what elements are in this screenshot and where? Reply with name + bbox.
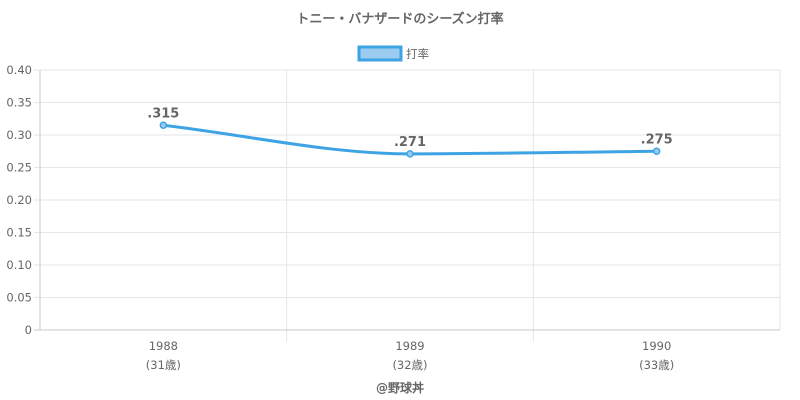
- data-point: [406, 150, 414, 158]
- credit-text: @野球丼: [376, 380, 424, 395]
- chart-title: トニー・バナザードのシーズン打率: [296, 11, 503, 27]
- y-tick-label: 0.30: [6, 128, 32, 142]
- x-axis-ticks: 1988 (31歳) 1989 (32歳) 1990 (33歳): [146, 339, 674, 372]
- y-tick-label: 0.25: [6, 161, 32, 175]
- data-label: .271: [394, 135, 426, 150]
- x-tick-sublabel: (33歳): [639, 358, 674, 372]
- y-tick-label: 0.40: [6, 63, 32, 77]
- x-tick-label: 1989: [395, 339, 424, 353]
- y-tick-label: 0.20: [6, 193, 32, 207]
- legend: 打率: [357, 45, 429, 62]
- legend-swatch: [357, 45, 403, 62]
- y-tick-label: 0.05: [6, 291, 32, 305]
- axes: [34, 70, 780, 331]
- data-label: .275: [641, 132, 673, 147]
- x-tick-label: 1990: [642, 339, 671, 353]
- data-point: [159, 121, 168, 129]
- y-tick-label: 0.35: [6, 96, 32, 110]
- data-point: [652, 147, 661, 155]
- y-tick-label: 0.15: [6, 226, 32, 240]
- x-tick-label: 1988: [149, 339, 178, 353]
- y-tick-label: 0.10: [6, 258, 32, 272]
- x-tick-sublabel: (31歳): [146, 358, 181, 372]
- y-axis-ticks: 0.40 0.35 0.30 0.25 0.20 0.15 0.10 0.05 0: [6, 63, 32, 337]
- grid: [34, 69, 781, 342]
- data-label: .315: [147, 106, 179, 121]
- y-tick-label: 0: [25, 323, 32, 337]
- x-tick-sublabel: (32歳): [392, 358, 427, 372]
- legend-label: 打率: [406, 47, 429, 61]
- series-layer: .315 .271 .275: [147, 106, 673, 158]
